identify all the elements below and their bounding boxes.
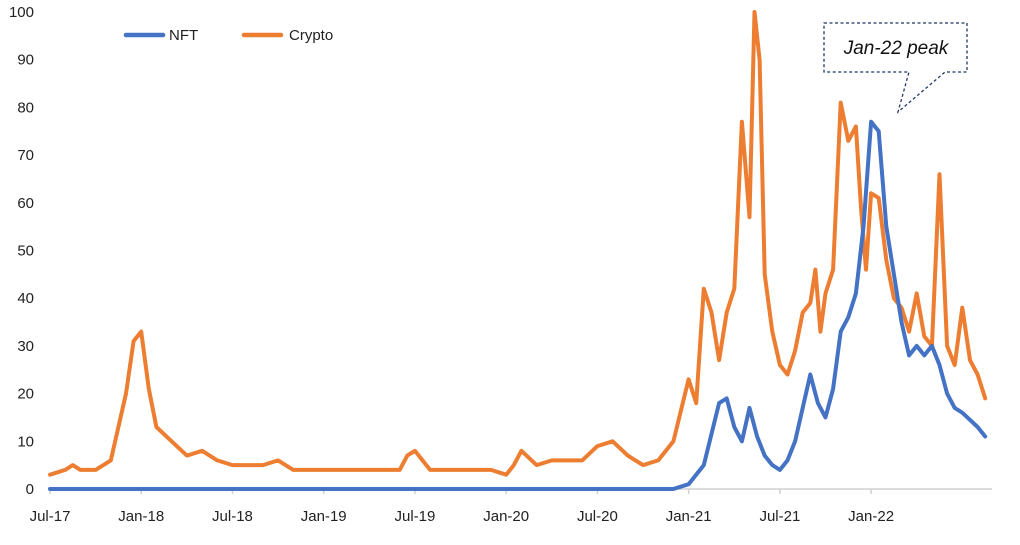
x-tick-label: Jan-18 [118, 508, 164, 525]
x-tick-label: Jan-21 [666, 508, 712, 525]
y-tick-label: 30 [17, 338, 34, 355]
y-tick-label: 40 [17, 290, 34, 307]
callout-text: Jan-22 peak [843, 38, 950, 59]
x-tick-label: Jan-20 [483, 508, 529, 525]
x-tick-label: Jul-20 [577, 508, 618, 525]
x-tick-label: Jan-22 [848, 508, 894, 525]
y-tick-label: 60 [17, 195, 34, 212]
x-axis-ticks: Jul-17 Jan-18 Jul-18 Jan-19 Jul-19 Jan-20 Jul-… [30, 489, 894, 525]
y-tick-label: 70 [17, 147, 34, 164]
y-tick-label: 80 [17, 99, 34, 116]
series-layer [48, 10, 988, 491]
x-tick-label: Jul-21 [759, 508, 800, 525]
y-tick-label: 90 [17, 52, 34, 69]
legend-item-crypto: Crypto [241, 27, 333, 44]
legend-item-nft: NFT [123, 27, 198, 44]
legend-label-crypto: Crypto [289, 27, 333, 44]
series-line-nft [48, 119, 988, 491]
y-tick-label: 10 [17, 433, 34, 450]
x-tick-label: Jan-19 [301, 508, 347, 525]
y-tick-label: 0 [26, 481, 34, 498]
y-tick-label: 50 [17, 243, 34, 260]
callout-box [823, 22, 968, 114]
x-tick-label: Jul-18 [212, 508, 253, 525]
series-line-crypto [48, 10, 988, 477]
y-tick-label: 20 [17, 386, 34, 403]
y-tick-label: 100 [9, 4, 34, 21]
x-tick-label: Jul-17 [30, 508, 71, 525]
x-tick-label: Jul-19 [395, 508, 436, 525]
legend: NFT Crypto [123, 27, 333, 44]
peak-callout: Jan-22 peak [823, 22, 968, 114]
y-axis-ticks: 0 10 20 30 40 50 60 70 80 90 100 [9, 4, 34, 498]
legend-label-nft: NFT [169, 27, 198, 44]
